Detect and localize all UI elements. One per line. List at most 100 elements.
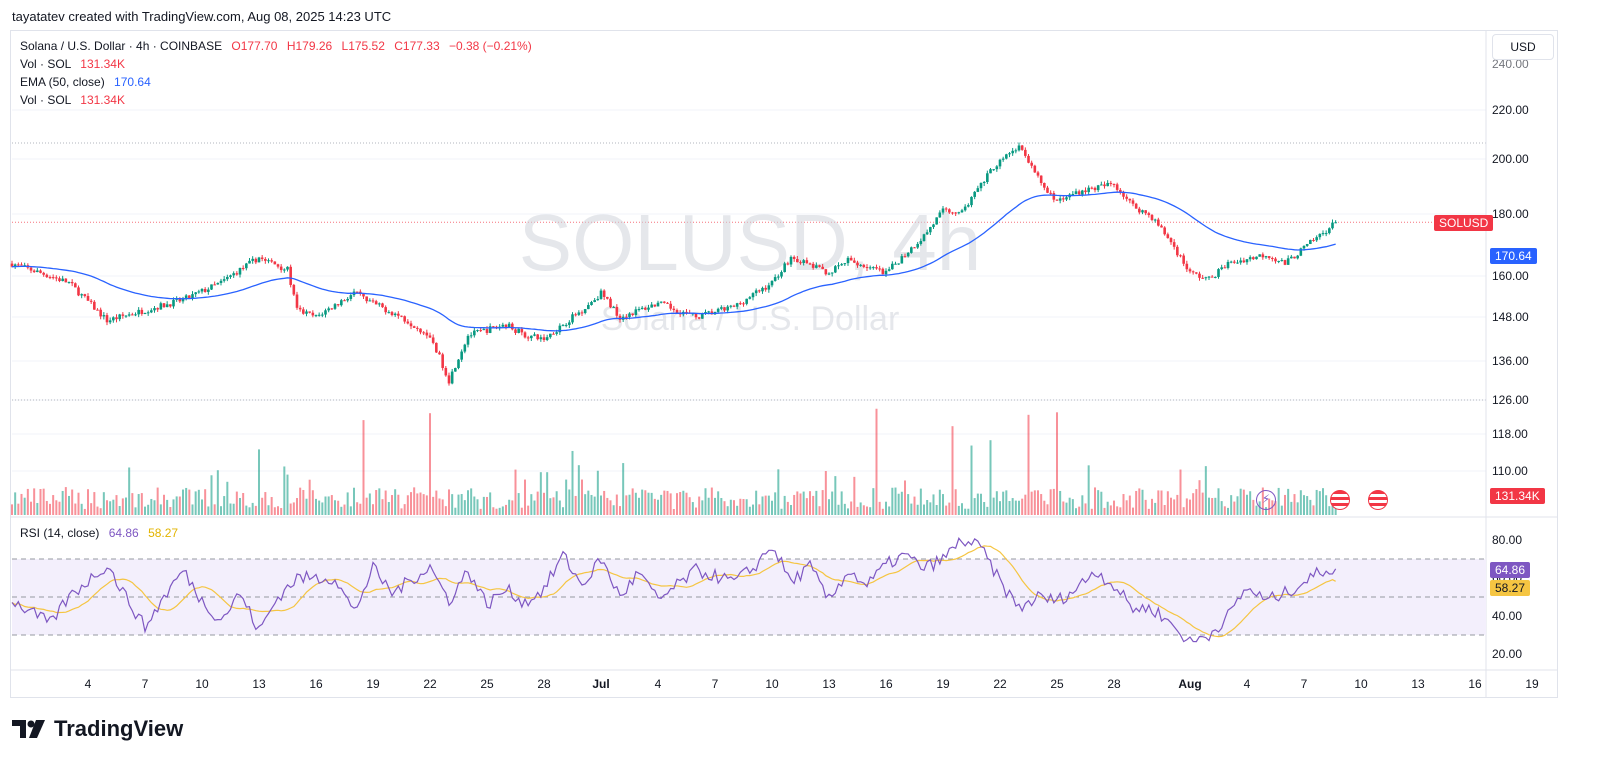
candle-body-63 <box>210 284 213 290</box>
volume-bar-184 <box>593 496 596 515</box>
candle-body-125 <box>406 321 410 324</box>
volume-bar-297 <box>951 426 954 515</box>
candle-body-223 <box>716 308 720 312</box>
volume-bar-204 <box>657 499 659 515</box>
volume-bar-57 <box>191 504 194 515</box>
volume-bar-315 <box>1008 501 1011 515</box>
volume-bar-9 <box>39 489 42 515</box>
us-flag-event-icon[interactable] <box>1330 490 1350 510</box>
candle-body-186 <box>599 290 603 299</box>
volume-bar-244 <box>783 495 786 515</box>
volume-bar-218 <box>701 500 704 515</box>
time-tick-3: 13 <box>252 677 266 691</box>
candle-body-255 <box>818 265 821 267</box>
us-flag-event-icon-2[interactable] <box>1368 490 1388 510</box>
volume-bar-120 <box>391 495 393 515</box>
candle-body-384 <box>1226 261 1230 268</box>
candle-body-387 <box>1236 262 1239 264</box>
volume-bar-222 <box>714 497 716 515</box>
candle-body-27 <box>96 309 99 311</box>
volume-bar-49 <box>166 499 169 515</box>
candle-body-2 <box>17 264 20 266</box>
candle-body-164 <box>530 335 533 339</box>
candle-body-17 <box>64 278 68 283</box>
candle-body-318 <box>1017 145 1021 151</box>
candle-body-327 <box>1046 187 1049 193</box>
candle-body-404 <box>1290 256 1293 259</box>
volume-bar-292 <box>935 504 938 515</box>
volume-bar-393 <box>1255 505 1258 515</box>
volume-bar-42 <box>144 506 146 515</box>
candle-body-173 <box>558 325 562 333</box>
candle-body-311 <box>995 166 999 170</box>
candle-body-394 <box>1258 254 1261 257</box>
volume-bar-141 <box>457 494 460 515</box>
currency-button[interactable]: USD <box>1492 34 1554 60</box>
candle-body-267 <box>856 262 859 266</box>
candle-body-323 <box>1033 165 1037 173</box>
candle-body-166 <box>536 334 539 340</box>
volume-bar-408 <box>1303 495 1305 515</box>
candle-body-41 <box>140 309 144 314</box>
volume-bar-252 <box>809 491 811 515</box>
candle-body-219 <box>704 312 707 314</box>
chart-credit: tayatatev created with TradingView.com, … <box>12 9 392 24</box>
candle-body-250 <box>802 260 805 264</box>
candle-body-60 <box>200 288 204 292</box>
volume-bar-232 <box>745 499 748 515</box>
volume-bar-143 <box>463 500 466 515</box>
candle-body-15 <box>58 278 61 282</box>
volume-bar-75 <box>248 507 251 515</box>
candle-body-347 <box>1109 182 1113 184</box>
volume-bar-243 <box>780 508 783 515</box>
candle-body-133 <box>431 337 435 343</box>
candle-body-82 <box>270 260 273 262</box>
lightning-event-icon[interactable]: ⚡ <box>1256 490 1276 510</box>
rsi-tick-2: 40.00 <box>1492 609 1522 623</box>
ema-legend: EMA (50, close) 170.64 <box>20 75 151 89</box>
volume-bar-131 <box>425 495 428 515</box>
volume-bar-64 <box>213 504 216 515</box>
candle-body-151 <box>488 326 492 333</box>
candle-body-109 <box>355 291 359 293</box>
rsi-value: 64.86 <box>108 526 139 540</box>
candle-body-162 <box>523 332 527 338</box>
candle-body-59 <box>197 291 201 293</box>
candle-body-46 <box>156 308 159 310</box>
volume-bar-104 <box>340 506 343 515</box>
candle-body-202 <box>650 304 653 308</box>
volume-bar-259 <box>831 491 834 515</box>
volume-bar-235 <box>755 490 758 515</box>
candle-body-243 <box>780 272 783 277</box>
volume-bar-83 <box>273 507 276 515</box>
volume-bar-264 <box>847 508 849 515</box>
candle-body-29 <box>102 315 106 317</box>
candle-body-398 <box>1271 258 1274 260</box>
candle-body-285 <box>913 247 916 249</box>
volume-bar-1 <box>14 492 17 515</box>
candle-body-330 <box>1055 199 1059 201</box>
volume-bar-341 <box>1090 508 1093 515</box>
volume-bar-219 <box>704 488 707 515</box>
candle-body-257 <box>824 269 828 275</box>
volume-bar-136 <box>441 499 444 515</box>
volume-bar-126 <box>410 492 412 515</box>
candle-body-43 <box>146 312 150 314</box>
candle-body-196 <box>631 313 634 315</box>
time-tick-5: 19 <box>366 677 380 691</box>
time-tick-11: 7 <box>712 677 719 691</box>
volume-bar-92 <box>302 489 305 515</box>
candle-body-124 <box>403 316 406 322</box>
volume-bar-234 <box>752 504 754 515</box>
volume-bar-76 <box>251 502 254 515</box>
volume-bar-415 <box>1325 495 1328 515</box>
time-tick-6: 22 <box>423 677 437 691</box>
volume-bar-52 <box>175 496 178 515</box>
volume-bar-269 <box>862 505 865 515</box>
volume-bar-13 <box>52 495 55 515</box>
volume-bar-240 <box>771 500 773 515</box>
candle-body-409 <box>1305 243 1309 246</box>
volume-bar-186 <box>600 495 602 515</box>
candle-body-261 <box>837 265 840 267</box>
